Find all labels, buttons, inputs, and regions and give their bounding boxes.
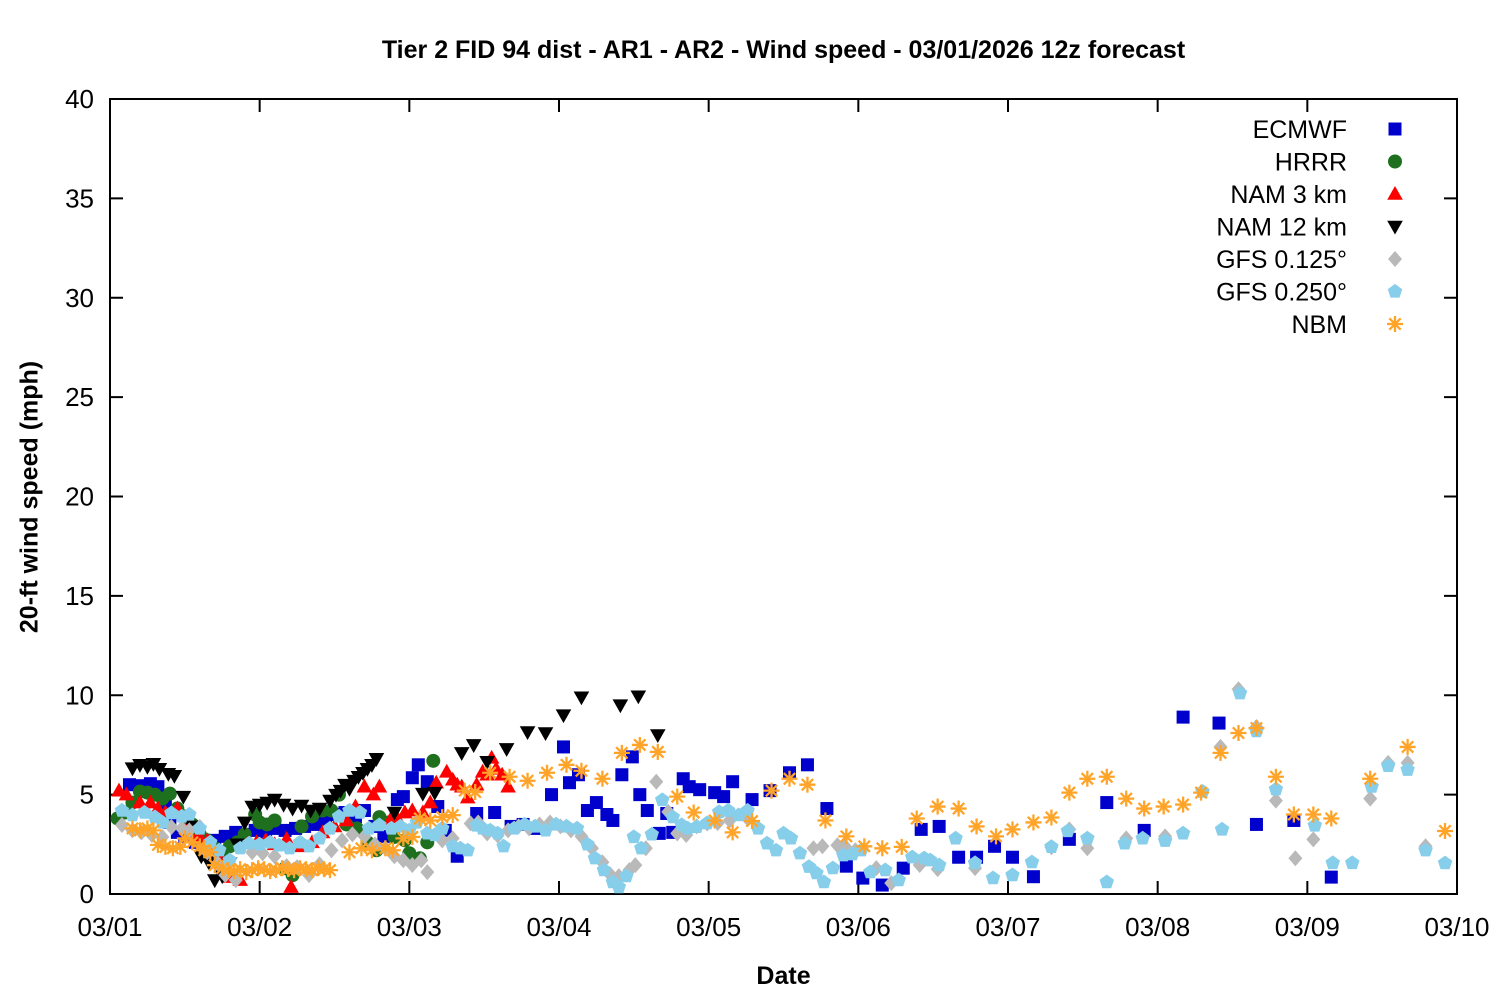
legend-item-hrrr: HRRR xyxy=(1275,149,1402,177)
legend-item-gfs-0-250-: GFS 0.250° xyxy=(1216,279,1403,307)
y-tick-label: 5 xyxy=(80,780,94,810)
series-nam-12-km xyxy=(124,690,666,889)
x-tick-label: 03/02 xyxy=(227,912,292,942)
y-tick-label: 10 xyxy=(65,680,94,710)
y-tick-label: 0 xyxy=(80,879,94,909)
y-tick-label: 40 xyxy=(65,84,94,114)
legend-label: NAM 12 km xyxy=(1216,214,1347,242)
legend-label: NAM 3 km xyxy=(1230,181,1347,209)
legend-item-ecmwf: ECMWF xyxy=(1253,116,1402,144)
legend-item-nam-3-km: NAM 3 km xyxy=(1230,181,1403,209)
series-nbm xyxy=(124,720,1454,881)
y-tick-label: 15 xyxy=(65,581,94,611)
legend-label: HRRR xyxy=(1275,149,1347,177)
legend-label: GFS 0.125° xyxy=(1216,246,1347,274)
x-tick-label: 03/05 xyxy=(676,912,741,942)
y-tick-label: 35 xyxy=(65,183,94,213)
legend-item-gfs-0-125-: GFS 0.125° xyxy=(1216,246,1402,274)
legend-item-nam-12-km: NAM 12 km xyxy=(1216,214,1403,242)
x-tick-label: 03/03 xyxy=(377,912,442,942)
legend-item-nbm: NBM xyxy=(1291,311,1403,339)
x-tick-label: 03/01 xyxy=(77,912,142,942)
x-tick-label: 03/08 xyxy=(1125,912,1190,942)
legend-label: GFS 0.250° xyxy=(1216,279,1347,307)
x-tick-label: 03/10 xyxy=(1424,912,1489,942)
x-axis-title: Date xyxy=(756,962,811,990)
legend-label: ECMWF xyxy=(1253,116,1347,144)
x-tick-label: 03/07 xyxy=(975,912,1040,942)
chart-title: Tier 2 FID 94 dist - AR1 - AR2 - Wind sp… xyxy=(381,36,1186,64)
y-tick-label: 30 xyxy=(65,283,94,313)
x-tick-label: 03/09 xyxy=(1275,912,1340,942)
legend-label: NBM xyxy=(1291,311,1347,339)
y-tick-label: 20 xyxy=(65,482,94,512)
x-tick-label: 03/04 xyxy=(526,912,591,942)
x-tick-label: 03/06 xyxy=(826,912,891,942)
y-tick-label: 25 xyxy=(65,382,94,412)
legend: ECMWF HRRR NAM 3 km NAM 12 km GFS 0.125° GFS … xyxy=(1216,116,1403,339)
